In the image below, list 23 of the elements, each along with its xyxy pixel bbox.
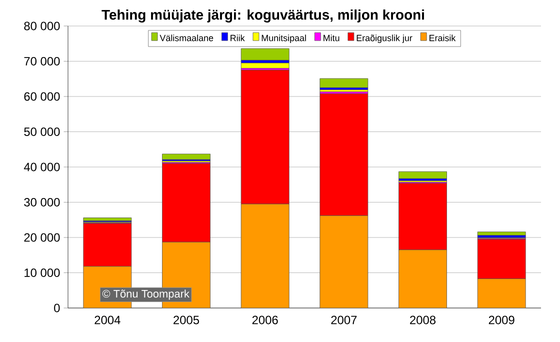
- x-tick-label: 2004: [94, 316, 120, 324]
- y-tick-label: 60 000: [24, 92, 60, 101]
- x-tick-label: 2007: [331, 316, 357, 324]
- annotation: © Tõnu Toompark: [102, 290, 190, 300]
- y-tick-label: 80 000: [24, 22, 60, 30]
- x-tick-label: 2006: [252, 316, 278, 324]
- legend-label: Eraisik: [430, 34, 456, 42]
- y-tick-label: 0: [54, 304, 60, 312]
- chart-title: Tehing müüjate järgi: koguväärtus, miljon krooni: [102, 9, 424, 23]
- y-tick-label: 40 000: [24, 162, 60, 172]
- y-tick-label: 30 000: [24, 198, 60, 206]
- legend-label: Munitsipaal: [262, 34, 306, 43]
- legend-label: Mitu: [324, 34, 340, 42]
- x-tick-label: 2008: [410, 316, 436, 324]
- y-tick-label: 20 000: [24, 233, 60, 242]
- x-tick-label: 2009: [488, 316, 514, 324]
- legend-label: Välismaalane: [160, 34, 214, 42]
- x-tick-label: 2005: [174, 316, 200, 324]
- y-tick-label: 50 000: [24, 128, 60, 136]
- legend-label: Eraõiguslik jur: [356, 34, 412, 43]
- y-tick-label: 10 000: [24, 268, 60, 277]
- legend-label: Riik: [230, 34, 245, 42]
- y-tick-label: 70 000: [24, 57, 60, 66]
